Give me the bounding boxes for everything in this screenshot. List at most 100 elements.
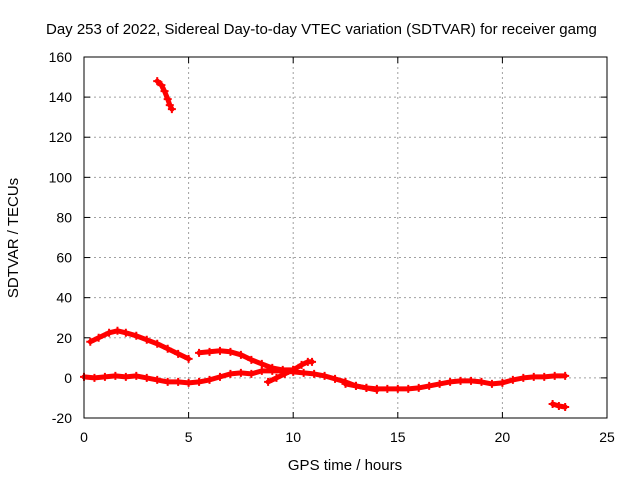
y-tick-label: 120 [49, 129, 73, 145]
data-point [404, 384, 413, 393]
data-point [100, 372, 109, 381]
data-point [153, 375, 162, 384]
data-point [153, 77, 162, 86]
data-point [561, 371, 570, 380]
data-point [268, 366, 277, 375]
data-point [508, 375, 517, 384]
data-point [540, 372, 549, 381]
data-point [529, 372, 538, 381]
data-point [331, 374, 340, 383]
series-group [80, 77, 570, 411]
data-point [215, 346, 224, 355]
y-tick-label: 160 [49, 49, 73, 65]
data-point [184, 378, 193, 387]
data-point [264, 377, 273, 386]
data-point [94, 333, 103, 342]
x-tick-label: 10 [285, 429, 301, 445]
data-point [435, 379, 444, 388]
data-point [456, 376, 465, 385]
data-point [113, 326, 122, 335]
data-point [498, 378, 507, 387]
plot-frame [83, 56, 608, 419]
data-point [226, 347, 235, 356]
data-point [160, 87, 169, 96]
data-point [372, 384, 381, 393]
series-arc-afternoon [341, 371, 570, 393]
data-point [425, 381, 434, 390]
chart-title: Day 253 of 2022, Sidereal Day-to-day VTE… [46, 21, 597, 38]
data-point [174, 377, 183, 386]
data-point [163, 344, 172, 353]
x-tick-label: 0 [80, 429, 88, 445]
series-trace [343, 373, 568, 392]
data-point [297, 360, 306, 369]
y-tick-label: -20 [52, 410, 72, 426]
data-point [226, 369, 235, 378]
x-axis-label: GPS time / hours [288, 457, 402, 474]
data-point [550, 371, 559, 380]
data-point [195, 348, 204, 357]
data-point [310, 369, 319, 378]
series-arc-late [548, 399, 570, 411]
data-point [157, 81, 166, 90]
data-point [561, 402, 570, 411]
y-tick-label: 0 [64, 370, 72, 386]
data-point [487, 379, 496, 388]
data-point [308, 357, 317, 366]
y-tick-label: 40 [56, 290, 72, 306]
data-point [257, 366, 266, 375]
data-point [247, 355, 256, 364]
data-point [132, 371, 141, 380]
data-point [341, 379, 350, 388]
x-tick-label: 20 [495, 429, 511, 445]
data-point [111, 371, 120, 380]
x-tick-label: 15 [390, 429, 406, 445]
data-point [351, 381, 360, 390]
data-point [142, 373, 151, 382]
data-point [205, 347, 214, 356]
data-point [272, 373, 281, 382]
series-arc-high [153, 77, 176, 114]
ticks: 0 5 10 15 20 25 -20 0 20 40 60 80 100 120 140 160 [49, 49, 615, 445]
data-point [554, 401, 563, 410]
series-trace [196, 348, 296, 373]
x-tick-label: 5 [185, 429, 193, 445]
data-point [393, 384, 402, 393]
data-point [132, 331, 141, 340]
data-point [320, 371, 329, 380]
data-point [414, 383, 423, 392]
data-point [105, 328, 114, 337]
data-point [362, 383, 371, 392]
data-point [163, 95, 172, 104]
data-point [174, 349, 183, 358]
data-point [121, 328, 130, 337]
grid [84, 57, 607, 418]
y-axis-label: SDTVAR / TECUs [5, 178, 22, 298]
series-arc-morning [86, 326, 193, 363]
x-tick-label: 25 [599, 429, 615, 445]
data-point [184, 354, 193, 363]
series-arc-baseline [80, 366, 381, 394]
data-point [236, 350, 245, 359]
data-point [299, 368, 308, 377]
data-point [477, 377, 486, 386]
data-point [165, 101, 174, 110]
data-point [163, 377, 172, 386]
data-point [548, 399, 557, 408]
data-point [86, 337, 95, 346]
data-point [289, 367, 298, 376]
y-tick-label: 100 [49, 169, 73, 185]
data-point [90, 373, 99, 382]
y-tick-label: 60 [56, 250, 72, 266]
data-point [247, 369, 256, 378]
data-point [236, 368, 245, 377]
data-point [467, 376, 476, 385]
y-tick-label: 80 [56, 209, 72, 225]
data-point [153, 339, 162, 348]
data-point [121, 372, 130, 381]
data-point [215, 372, 224, 381]
y-tick-label: 20 [56, 330, 72, 346]
data-point [142, 335, 151, 344]
data-point [519, 373, 528, 382]
